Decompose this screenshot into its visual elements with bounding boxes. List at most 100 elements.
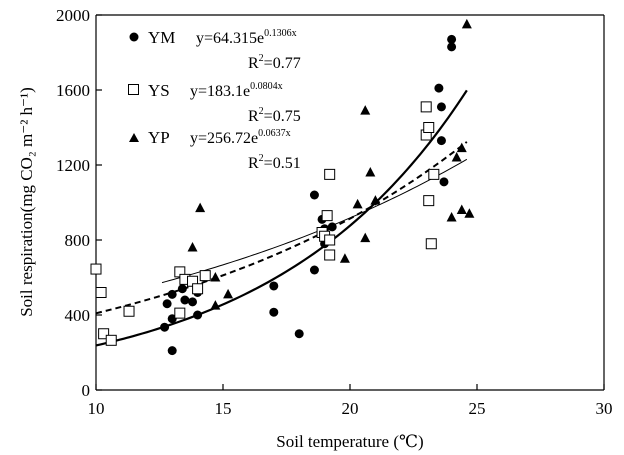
data-point-ys [423,122,435,133]
y-tick-label: 2000 [56,6,90,25]
r2-ys-value: =0.75 [264,108,301,125]
data-point-yp [451,152,462,162]
equation-ym-base: y=64.315e [196,30,264,47]
legend-marker-yp [129,133,139,142]
equation-yp-base: y=256.72e [190,130,258,147]
fit-line-yp [161,158,468,284]
data-point-yp [352,198,363,209]
data-point-ym [177,284,187,294]
data-point-ys [428,168,440,180]
data-point-ym [269,307,279,317]
data-point-ym [167,289,177,299]
data-point-yp [360,232,371,243]
r2-ym: R2=0.77 [248,53,301,72]
data-point-ym [167,346,177,356]
data-point-yp [210,300,221,310]
y-tick-label: 800 [65,231,91,250]
legend-entry-ys: YS y=183.1e0.0804x R2=0.75 [128,81,301,125]
data-point-ym [269,281,279,291]
data-point-ys [192,283,204,295]
r2-yp-prefix: R [248,155,259,172]
data-point-ys [324,168,336,180]
equation-ys-exponent: 0.0804x [250,81,283,92]
r2-ym-sup: 2 [259,53,264,64]
r2-yp: R2=0.51 [248,153,301,172]
data-point-ym [434,83,444,93]
data-point-yp [339,253,350,263]
data-point-yp [360,105,371,115]
equation-yp-exponent: 0.0637x [258,128,291,139]
axes [95,14,605,391]
x-axis-title: Soil temperature (℃) [276,432,423,451]
r2-ys-sup: 2 [259,106,264,117]
data-point-ym [162,299,172,309]
r2-ym-value: =0.77 [264,55,301,72]
data-point-ys [420,101,432,113]
r2-ys: R2=0.75 [248,106,301,125]
data-point-ym [160,322,170,332]
legend-label-ys: YS [148,81,170,100]
x-tick-label: 15 [215,399,232,418]
data-point-ys [98,328,110,340]
data-point-yp [464,208,475,218]
data-point-ys [321,210,333,222]
data-point-ys [123,305,135,317]
x-tick-label: 10 [88,399,105,418]
data-point-ym [180,295,190,305]
data-point-ys [174,307,186,319]
legend: YM y=64.315e0.1306x R2=0.77 YS y=183.1e0… [128,28,301,172]
equation-ys-base: y=183.1e [190,83,250,100]
r2-yp-value: =0.51 [264,155,301,172]
r2-yp-sup: 2 [259,153,264,164]
legend-entry-ym: YM y=64.315e0.1306x R2=0.77 [129,28,301,72]
data-point-ys [324,234,336,246]
data-point-ym [309,190,319,200]
data-point-ys [324,249,336,261]
data-point-ys [95,287,107,298]
data-point-yp [210,272,221,282]
legend-label-yp: YP [148,128,170,147]
fit-line-ys [95,141,468,315]
x-ticks: 10 15 20 25 30 [88,384,613,418]
y-axis-title: Soil respiration(mg CO₂ m⁻² h⁻¹) [17,87,36,317]
data-point-ys [105,334,117,346]
data-point-ym [436,136,446,146]
y-tick-label: 1200 [56,156,90,175]
y-ticks: 0 400 800 1200 1600 2000 [56,6,102,400]
data-point-ys [90,263,102,275]
data-point-ym [193,310,203,320]
fit-lines [95,89,468,347]
equation-yp: y=256.72e0.0637x [190,128,291,147]
data-point-ys [425,238,437,250]
y-tick-label: 0 [82,381,91,400]
x-tick-label: 25 [469,399,486,418]
data-point-yp [195,202,206,213]
equation-ys: y=183.1e0.0804x [190,81,283,100]
data-point-yp [456,142,467,153]
legend-entry-yp: YP y=256.72e0.0637x R2=0.51 [129,128,301,172]
r2-ys-prefix: R [248,108,259,125]
data-point-ys [423,195,435,207]
data-point-ym [327,222,337,232]
data-markers [90,18,475,356]
r2-ym-prefix: R [248,55,259,72]
data-point-yp [365,167,376,177]
data-point-ym [188,297,198,307]
equation-ym: y=64.315e0.1306x [196,28,297,47]
data-point-yp [223,288,234,299]
data-point-ym [447,42,457,52]
equation-ym-exponent: 0.1306x [264,28,297,39]
data-point-yp [461,18,472,29]
legend-marker-ys [128,84,139,95]
data-point-ym [447,34,457,44]
data-point-yp [456,204,467,214]
y-tick-label: 1600 [56,81,90,100]
x-tick-label: 30 [596,399,613,418]
data-point-yp [187,242,198,252]
data-point-ym [436,102,446,112]
legend-marker-ym [129,32,139,42]
data-point-ym [294,329,304,339]
data-point-ym [309,265,319,275]
legend-label-ym: YM [148,28,175,47]
